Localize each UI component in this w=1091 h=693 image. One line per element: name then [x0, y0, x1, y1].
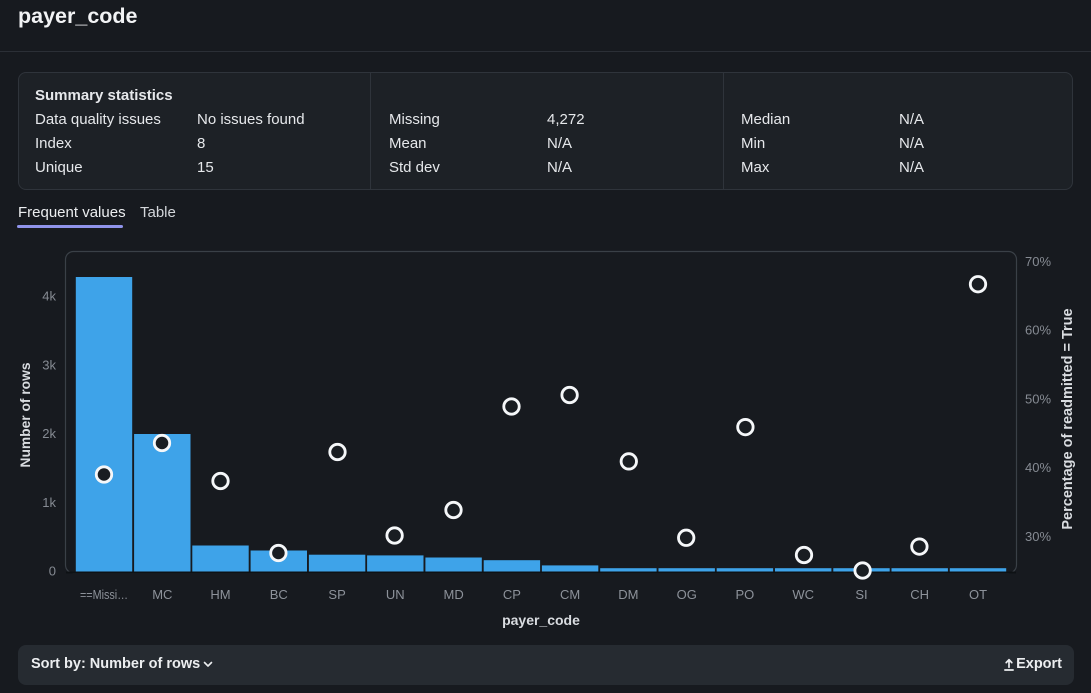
svg-text:60%: 60% [1025, 323, 1051, 338]
svg-text:BC: BC [270, 587, 288, 602]
svg-text:OT: OT [969, 587, 987, 602]
svg-text:3k: 3k [42, 357, 56, 372]
svg-text:payer_code: payer_code [502, 612, 580, 628]
svg-text:Number of rows: Number of rows [18, 362, 33, 467]
svg-text:MC: MC [152, 587, 172, 602]
svg-text:70%: 70% [1025, 254, 1051, 269]
svg-text:SP: SP [328, 587, 345, 602]
svg-text:CH: CH [910, 587, 929, 602]
svg-text:50%: 50% [1025, 391, 1051, 406]
svg-text:2k: 2k [42, 426, 56, 441]
svg-text:MD: MD [443, 587, 463, 602]
svg-text:4k: 4k [42, 289, 56, 304]
svg-text:40%: 40% [1025, 460, 1051, 475]
svg-text:PO: PO [736, 587, 755, 602]
svg-text:DM: DM [618, 587, 638, 602]
svg-text:WC: WC [792, 587, 814, 602]
svg-text:CP: CP [503, 587, 521, 602]
svg-text:1k: 1k [42, 495, 56, 510]
svg-text:HM: HM [210, 587, 230, 602]
svg-text:Percentage of readmitted = Tru: Percentage of readmitted = True [1060, 308, 1076, 529]
svg-text:OG: OG [677, 587, 697, 602]
svg-text:30%: 30% [1025, 529, 1051, 544]
svg-text:SI: SI [855, 587, 867, 602]
svg-text:0: 0 [49, 564, 56, 579]
svg-text:==Missi…: ==Missi… [80, 587, 128, 602]
svg-text:UN: UN [386, 587, 405, 602]
svg-text:CM: CM [560, 587, 580, 602]
